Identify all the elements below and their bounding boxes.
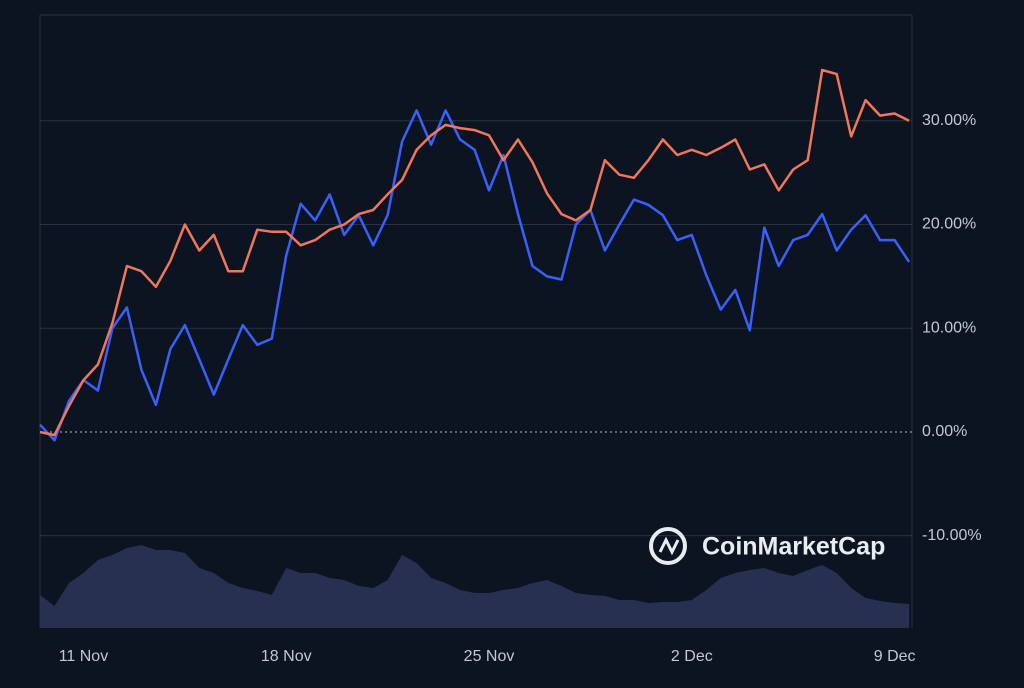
series-line	[39, 68, 910, 437]
x-tick-label: 25 Nov	[464, 648, 515, 665]
watermark-text: CoinMarketCap	[702, 533, 885, 561]
x-tick-label: 11 Nov	[59, 648, 109, 665]
y-tick-label: 20.00%	[922, 216, 976, 233]
x-tick-label: 2 Dec	[671, 648, 713, 665]
y-tick-label: 10.00%	[922, 319, 976, 336]
x-tick-label: 18 Nov	[261, 648, 312, 665]
series-line	[39, 109, 911, 442]
volume-area	[40, 545, 910, 628]
watermark-logo-mark	[658, 536, 680, 556]
x-tick-label: 9 Dec	[874, 648, 916, 665]
watermark-logo	[649, 527, 687, 565]
watermark: CoinMarketCap	[649, 527, 885, 565]
y-tick-label: -10.00%	[922, 527, 982, 544]
y-tick-label: 0.00%	[922, 423, 967, 440]
y-tick-label: 30.00%	[922, 112, 976, 129]
